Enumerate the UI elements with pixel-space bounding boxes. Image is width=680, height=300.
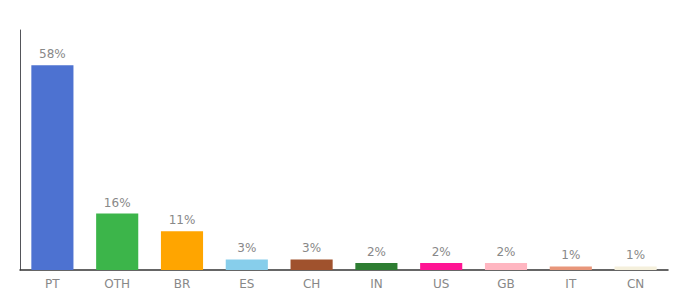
svg-text:2%: 2% (432, 245, 451, 259)
svg-text:CN: CN (627, 277, 644, 291)
svg-text:US: US (433, 277, 449, 291)
svg-text:11%: 11% (169, 213, 196, 227)
svg-text:ES: ES (239, 277, 254, 291)
svg-text:1%: 1% (626, 248, 645, 262)
svg-text:58%: 58% (39, 47, 66, 61)
svg-text:BR: BR (174, 277, 191, 291)
svg-text:CH: CH (303, 277, 320, 291)
svg-text:IT: IT (565, 277, 577, 291)
svg-text:1%: 1% (561, 248, 580, 262)
svg-text:2%: 2% (496, 245, 515, 259)
svg-text:16%: 16% (104, 196, 131, 210)
svg-text:GB: GB (497, 277, 515, 291)
svg-text:OTH: OTH (104, 277, 130, 291)
svg-text:2%: 2% (367, 245, 386, 259)
svg-text:3%: 3% (237, 241, 256, 255)
svg-text:PT: PT (45, 277, 60, 291)
svg-text:IN: IN (370, 277, 383, 291)
svg-text:3%: 3% (302, 241, 321, 255)
